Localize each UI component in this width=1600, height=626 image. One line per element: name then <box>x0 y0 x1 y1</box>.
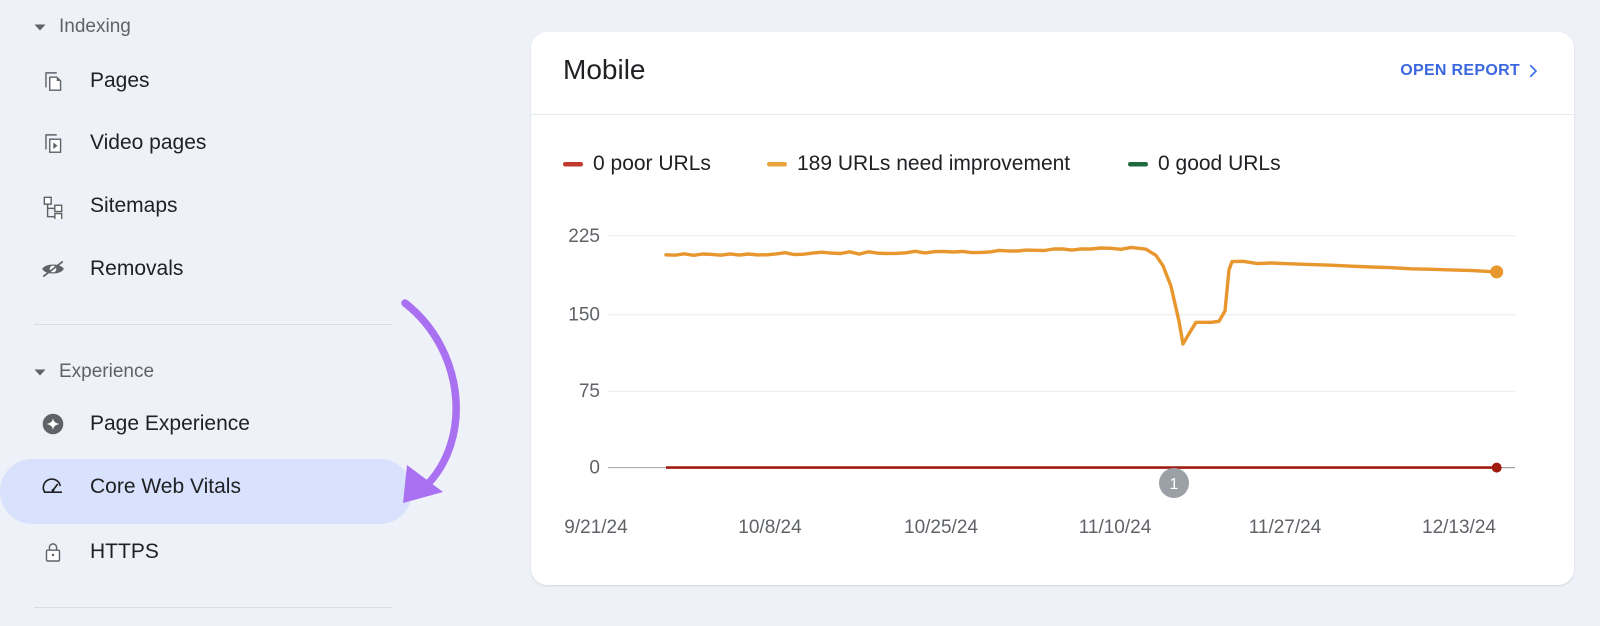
svg-text:10/8/24: 10/8/24 <box>738 517 802 538</box>
svg-text:225: 225 <box>568 226 600 247</box>
svg-text:9/21/24: 9/21/24 <box>564 517 628 538</box>
svg-text:150: 150 <box>568 305 600 326</box>
svg-text:1: 1 <box>1170 476 1179 493</box>
svg-text:11/10/24: 11/10/24 <box>1079 517 1152 538</box>
svg-text:0: 0 <box>589 458 600 479</box>
svg-text:10/25/24: 10/25/24 <box>904 517 978 538</box>
svg-text:75: 75 <box>579 381 600 402</box>
svg-text:11/27/24: 11/27/24 <box>1249 517 1322 538</box>
svg-text:12/13/24: 12/13/24 <box>1422 517 1496 538</box>
